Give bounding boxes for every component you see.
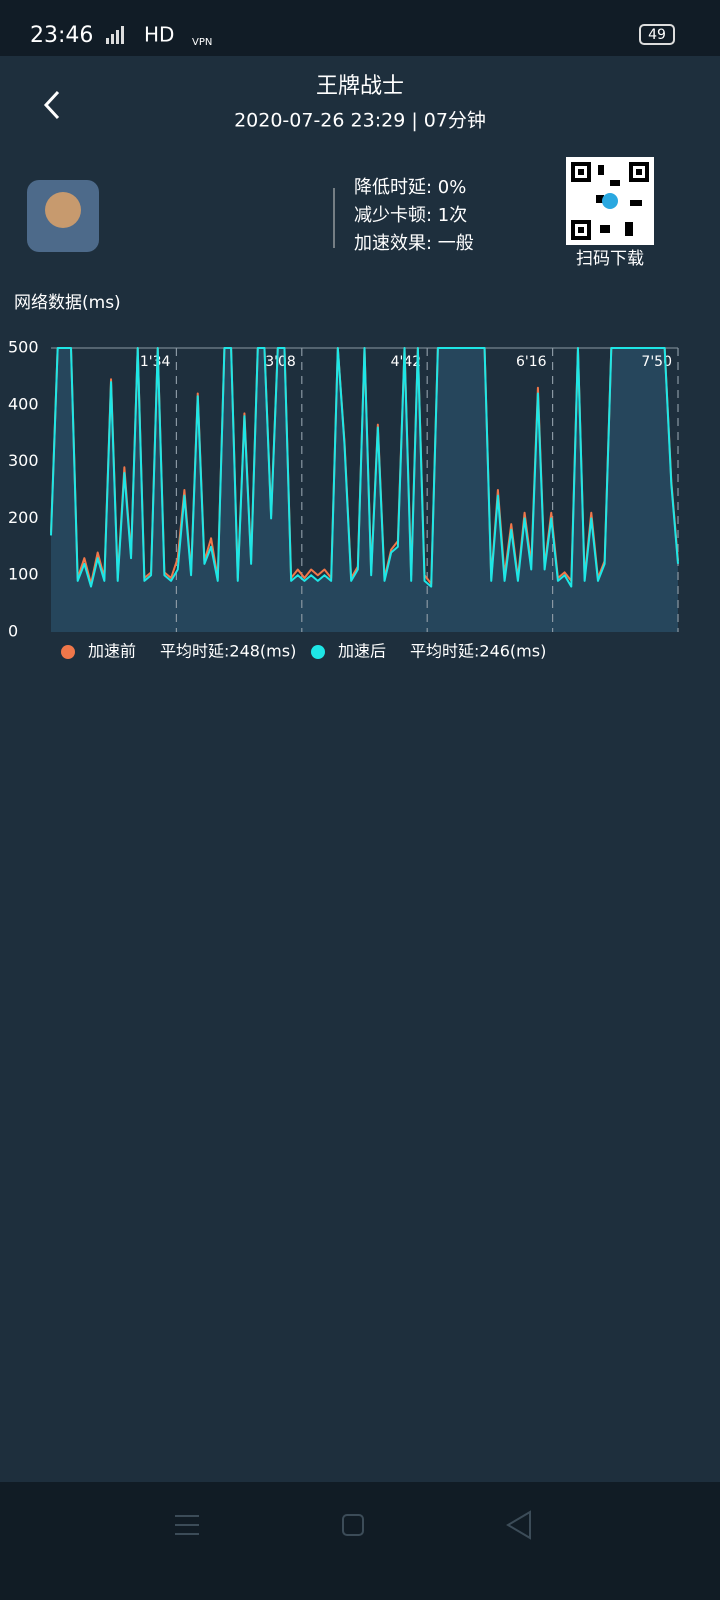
- x-tick-label: 3'08: [265, 354, 296, 370]
- nav-buttons[interactable]: [175, 1510, 531, 1540]
- status-bar: [0, 0, 720, 56]
- battery-level: 49: [648, 27, 666, 43]
- battery-icon: [639, 24, 675, 45]
- y-tick-label: 500: [8, 338, 39, 357]
- legend-swatch: [61, 645, 75, 659]
- status-time: 23:46: [30, 23, 93, 48]
- legend-label: 加速前: [88, 642, 136, 661]
- game-icon-face: [45, 192, 81, 228]
- area: [51, 348, 678, 632]
- y-tick-label: 200: [8, 508, 39, 527]
- signal-icon: [106, 26, 124, 44]
- stat-line: 降低时延: 0%: [354, 177, 466, 198]
- y-tick-label: 400: [8, 394, 39, 413]
- status-network: HD: [144, 23, 174, 47]
- y-tick-label: 0: [8, 622, 18, 641]
- x-tick-label: 1'34: [140, 354, 171, 370]
- stat-line: 减少卡顿: 1次: [354, 205, 467, 226]
- y-tick-label: 100: [8, 565, 39, 584]
- back-button[interactable]: [43, 90, 60, 120]
- legend-average: 平均时延:248(ms): [160, 642, 296, 661]
- legend-average: 平均时延:246(ms): [410, 642, 546, 661]
- qr-caption: 扫码下载: [576, 249, 644, 269]
- legend-label: 加速后: [338, 642, 386, 661]
- section-title: 网络数据(ms): [14, 293, 121, 313]
- stat-line: 加速效果: 一般: [354, 233, 474, 254]
- vpn-icon: VPN: [192, 37, 212, 48]
- series-line: [50, 347, 679, 588]
- subtitle: 2020-07-26 23:29 | 07分钟: [234, 110, 486, 132]
- x-tick-label: 7'50: [641, 354, 672, 370]
- x-tick-label: 6'16: [516, 354, 547, 370]
- qr-code: [566, 157, 654, 245]
- title: 王牌战士: [316, 74, 404, 99]
- nav-bar: [0, 1482, 720, 1600]
- y-tick-label: 300: [8, 451, 39, 470]
- legend-swatch: [311, 645, 325, 659]
